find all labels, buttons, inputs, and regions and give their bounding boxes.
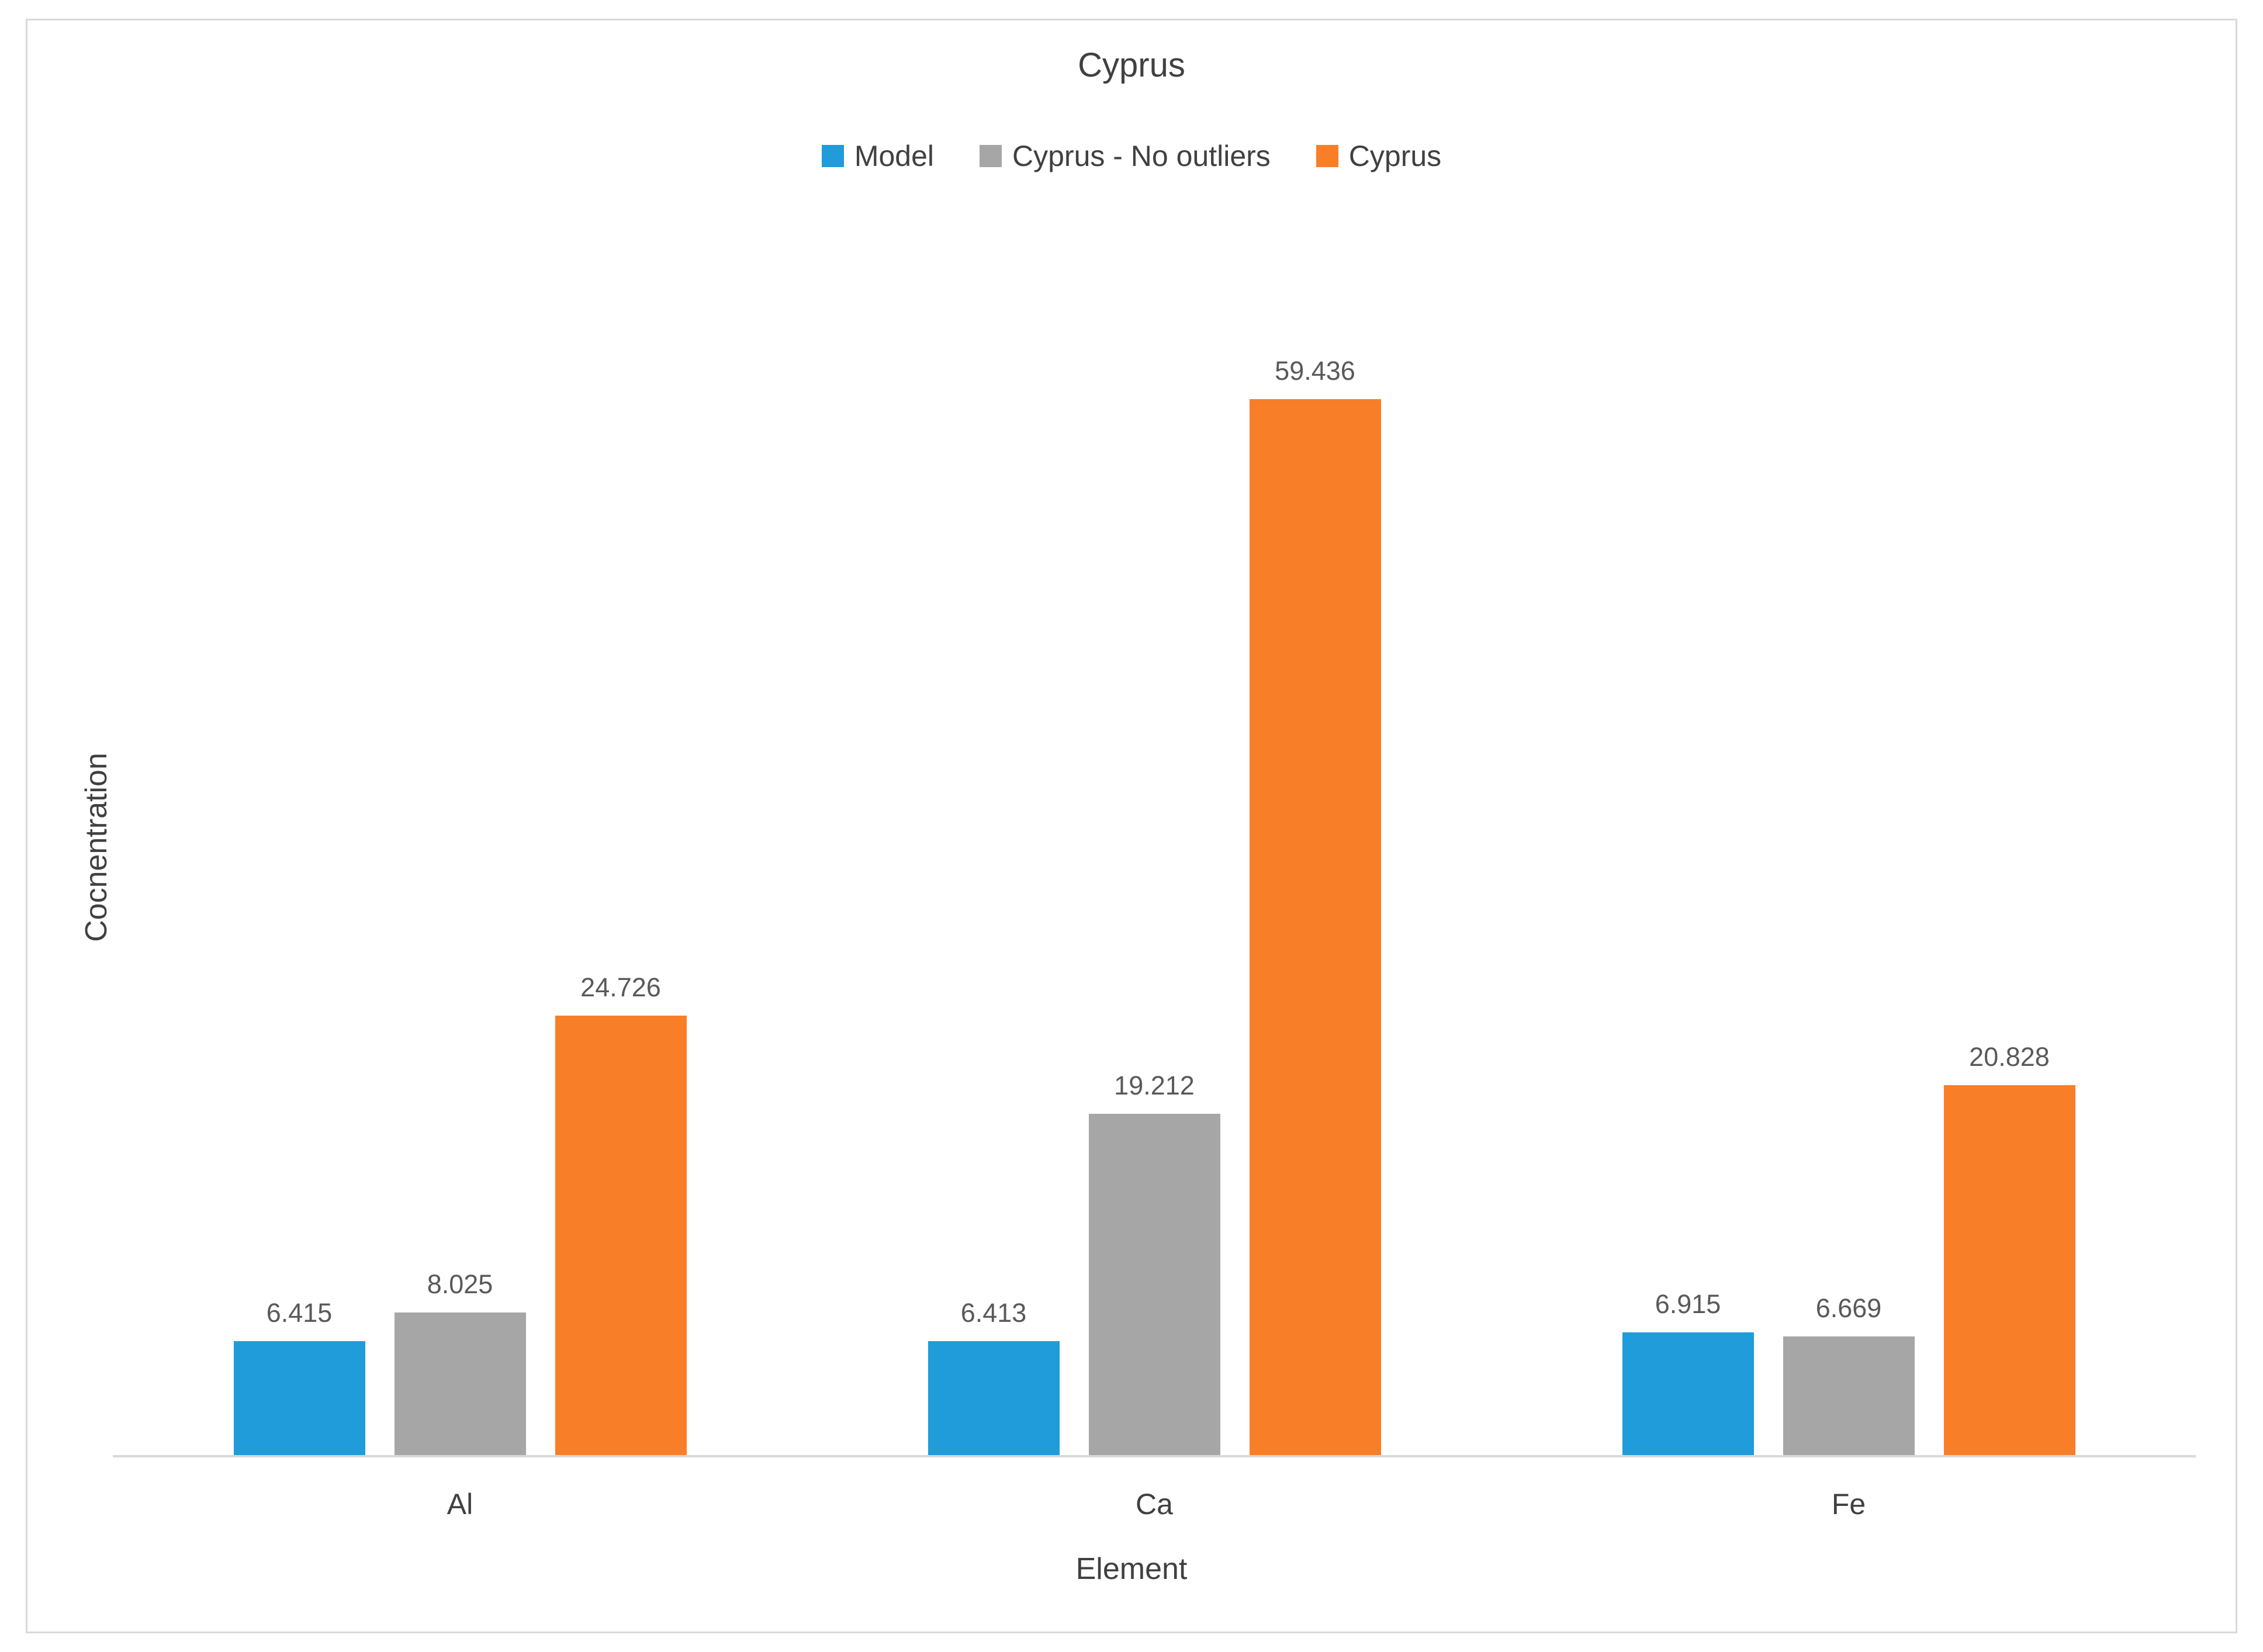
bar-value-label: 6.915 (1655, 1289, 1721, 1319)
legend-swatch-icon (980, 145, 1002, 167)
legend-swatch-icon (1316, 145, 1338, 167)
y-axis-title: Cocnentration (79, 753, 113, 942)
bar (928, 1341, 1060, 1455)
bar-value-label: 19.212 (1114, 1071, 1195, 1100)
legend-item: Cyprus - No outliers (980, 139, 1271, 173)
bar (1088, 1114, 1220, 1455)
bar-cell: 6.915 (1622, 345, 1754, 1455)
plot-area: 6.415 8.025 24.726 6.413 19.212 59.436 6.915 6.… (113, 345, 2196, 1455)
bar (1249, 399, 1381, 1455)
bar-cell: 6.415 (233, 345, 365, 1455)
x-axis-title: Element (1075, 1552, 1188, 1586)
legend-label: Model (854, 140, 934, 172)
bar (394, 1312, 526, 1455)
bar-value-label: 6.415 (266, 1298, 333, 1328)
bar-value-label: 59.436 (1275, 356, 1355, 386)
bar-value-label: 20.828 (1969, 1042, 2050, 1072)
bar-value-label: 6.669 (1815, 1293, 1882, 1323)
legend-item: Cyprus (1316, 139, 1441, 173)
x-axis-category-labels: Al Ca Fe (113, 1487, 2196, 1521)
bar (555, 1016, 687, 1455)
legend-label: Cyprus (1348, 140, 1442, 172)
bar-cell: 20.828 (1943, 345, 2075, 1455)
legend-label: Cyprus - No outliers (1012, 140, 1271, 172)
legend-swatch-icon (821, 145, 844, 167)
bar (1783, 1336, 1915, 1455)
bar-value-label: 8.025 (427, 1269, 493, 1299)
bar-value-label: 24.726 (580, 972, 661, 1002)
chart-title: Cyprus (1078, 46, 1185, 84)
category-label: Al (447, 1488, 473, 1521)
category-label: Fe (1831, 1488, 1866, 1521)
bar-cell: 19.212 (1088, 345, 1220, 1455)
bar-cell: 24.726 (555, 345, 687, 1455)
bar-cell: 6.669 (1783, 345, 1915, 1455)
x-axis-line (113, 1455, 2196, 1457)
chart-legend: Model Cyprus - No outliers Cyprus (0, 139, 2263, 173)
bar-cell: 59.436 (1249, 345, 1381, 1455)
bar-value-label: 6.413 (960, 1298, 1027, 1328)
bar (1622, 1332, 1754, 1455)
bar-group-al: 6.415 8.025 24.726 (113, 345, 807, 1455)
bar (1943, 1085, 2075, 1455)
bar-group-fe: 6.915 6.669 20.828 (1501, 345, 2196, 1455)
category-label: Ca (1136, 1488, 1173, 1521)
legend-item: Model (821, 139, 934, 173)
bar-cell: 6.413 (928, 345, 1060, 1455)
bar-cell: 8.025 (394, 345, 526, 1455)
bar-group-ca: 6.413 19.212 59.436 (807, 345, 1501, 1455)
bar (233, 1341, 365, 1455)
